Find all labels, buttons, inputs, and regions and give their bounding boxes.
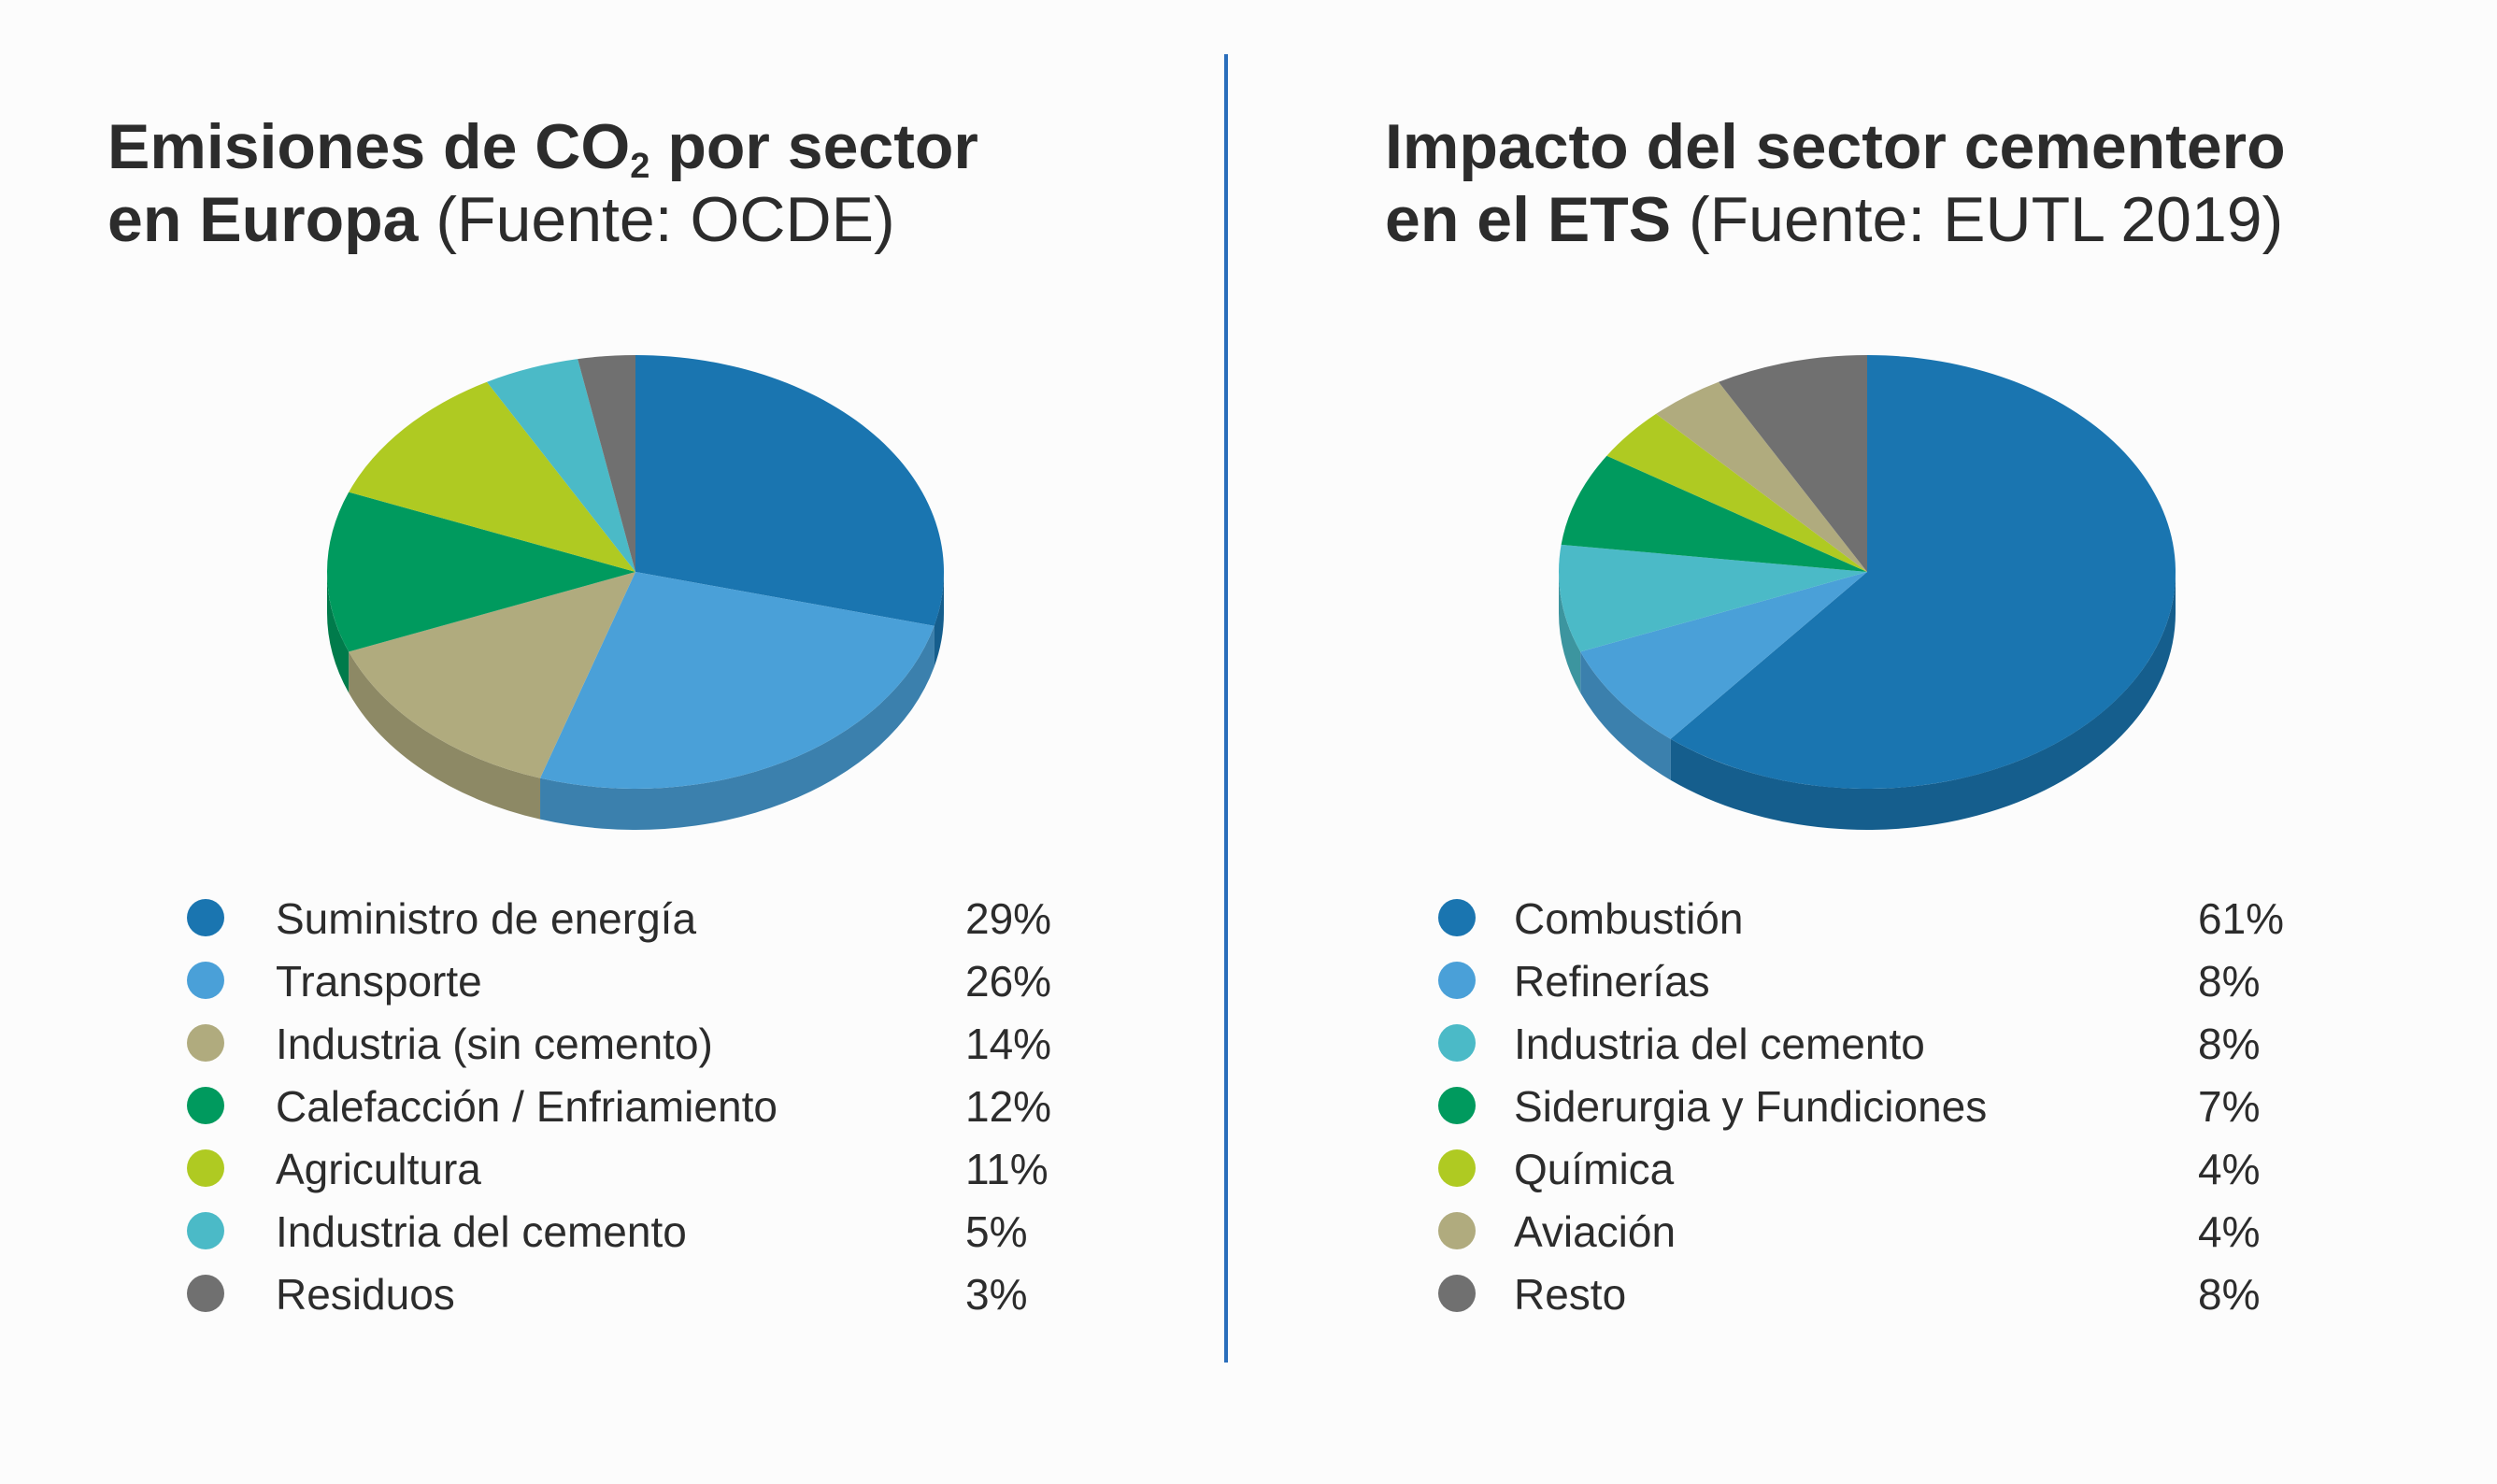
legend-swatch	[1438, 899, 1476, 936]
pie-slice-industria-sin-cemento	[349, 572, 635, 778]
legend-label: Transporte	[276, 957, 482, 1006]
legend-label: Residuos	[276, 1270, 455, 1319]
legend-label: Industria del cemento	[1514, 1020, 1925, 1068]
legend-value: 26%	[965, 957, 1052, 1006]
pie-slice-residuos	[578, 355, 635, 572]
right-chart-legend: Combustión 61% Refinerías 8% Industria del c…	[1226, 888, 2441, 1336]
legend-label: Industria del cemento	[276, 1207, 687, 1256]
legend-value: 14%	[965, 1020, 1052, 1068]
legend-item: Transporte 26%	[0, 950, 1215, 1012]
right-chart-panel: Impacto del sector cementero en el ETS (F…	[1226, 0, 2441, 1484]
right-chart-title: Impacto del sector cementero en el ETS (F…	[1385, 111, 2286, 255]
right-pie-chart	[1559, 355, 2176, 830]
legend-label: Siderurgia y Fundiciones	[1514, 1082, 1988, 1131]
legend-value: 7%	[2198, 1082, 2261, 1131]
legend-swatch	[1438, 1149, 1476, 1187]
legend-item: Calefacción / Enfriamiento 12%	[0, 1076, 1215, 1137]
pie-slice-refinerias	[1580, 572, 1867, 739]
legend-swatch	[187, 1149, 224, 1187]
legend-item: Suministro de energía 29%	[0, 888, 1215, 949]
pie-slice-industria-del-cemento	[1559, 544, 1867, 652]
legend-swatch	[1438, 1212, 1476, 1249]
legend-swatch	[1438, 1024, 1476, 1062]
pie-slice-side-suministro-de-energia	[934, 572, 944, 667]
legend-value: 29%	[965, 894, 1052, 943]
pie-slice-industria-del-cemento	[487, 359, 635, 572]
pie-slice-transporte	[540, 572, 935, 789]
pie-slice-combustion	[1670, 355, 2176, 789]
legend-value: 8%	[2198, 1270, 2261, 1319]
pie-slice-side-industria-sin-cemento	[349, 651, 541, 820]
legend-item: Industria del cemento 8%	[1226, 1013, 2441, 1075]
legend-swatch	[187, 1024, 224, 1062]
legend-swatch	[1438, 1087, 1476, 1124]
legend-swatch	[187, 899, 224, 936]
legend-swatch	[1438, 962, 1476, 999]
legend-swatch	[187, 962, 224, 999]
pie-slice-side-calefaccion-enfriamiento	[327, 572, 350, 693]
pie-slice-side-combustion	[1670, 572, 2176, 830]
legend-value: 5%	[965, 1207, 1028, 1256]
legend-swatch	[187, 1275, 224, 1312]
legend-item: Química 4%	[1226, 1138, 2441, 1200]
legend-label: Química	[1514, 1145, 1675, 1193]
legend-label: Refinerías	[1514, 957, 1710, 1006]
legend-swatch	[187, 1212, 224, 1249]
pie-slice-side-industria-del-cemento	[1559, 572, 1581, 693]
legend-value: 61%	[2198, 894, 2285, 943]
pie-slice-side-transporte	[540, 625, 935, 830]
legend-item: Siderurgia y Fundiciones 7%	[1226, 1076, 2441, 1137]
vertical-divider	[1224, 54, 1228, 1363]
legend-item: Residuos 3%	[0, 1263, 1215, 1325]
legend-item: Combustión 61%	[1226, 888, 2441, 949]
legend-value: 4%	[2198, 1207, 2261, 1256]
legend-label: Calefacción / Enfriamiento	[276, 1082, 778, 1131]
legend-swatch	[187, 1087, 224, 1124]
pie-slice-calefaccion-enfriamiento	[326, 492, 635, 652]
right-chart-source: (Fuente: EUTL 2019)	[1671, 184, 2284, 255]
left-pie-chart	[326, 355, 944, 830]
legend-value: 12%	[965, 1082, 1052, 1131]
pie-slice-aviacion	[1656, 381, 1867, 572]
left-chart-legend: Suministro de energía 29% Transporte 26% Ind…	[0, 888, 1215, 1336]
legend-label: Agricultura	[276, 1145, 481, 1193]
legend-value: 4%	[2198, 1145, 2261, 1193]
left-chart-panel: Emisiones de CO2 por sector en Europa (Fu…	[0, 0, 1215, 1484]
pie-slice-suministro-de-energia	[635, 355, 944, 626]
legend-label: Resto	[1514, 1270, 1627, 1319]
legend-label: Combustión	[1514, 894, 1744, 943]
pie-slice-siderurgia-y-fundiciones	[1561, 455, 1867, 572]
pie-slice-resto	[1719, 355, 1867, 572]
legend-label: Industria (sin cemento)	[276, 1020, 713, 1068]
legend-swatch	[1438, 1275, 1476, 1312]
legend-value: 3%	[965, 1270, 1028, 1319]
legend-item: Industria del cemento 5%	[0, 1201, 1215, 1263]
legend-item: Refinerías 8%	[1226, 950, 2441, 1012]
left-chart-title: Emisiones de CO2 por sector en Europa (Fu…	[107, 111, 978, 255]
legend-item: Aviación 4%	[1226, 1201, 2441, 1263]
legend-label: Aviación	[1514, 1207, 1677, 1256]
legend-value: 8%	[2198, 1020, 2261, 1068]
legend-value: 11%	[965, 1145, 1049, 1193]
legend-item: Agricultura 11%	[0, 1138, 1215, 1200]
legend-value: 8%	[2198, 957, 2261, 1006]
pie-slice-agricultura	[349, 381, 635, 572]
left-chart-source: (Fuente: OCDE)	[418, 184, 895, 255]
legend-label: Suministro de energía	[276, 894, 697, 943]
pie-slice-quimica	[1606, 413, 1867, 572]
pie-slice-side-refinerias	[1580, 651, 1671, 780]
legend-item: Resto 8%	[1226, 1263, 2441, 1325]
legend-item: Industria (sin cemento) 14%	[0, 1013, 1215, 1075]
